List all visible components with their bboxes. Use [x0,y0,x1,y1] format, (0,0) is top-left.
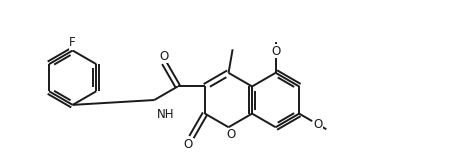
Text: O: O [226,128,235,142]
Text: F: F [69,36,76,49]
Text: O: O [159,50,168,63]
Text: NH: NH [157,108,174,121]
Text: O: O [184,138,193,151]
Text: O: O [313,118,322,131]
Text: O: O [270,45,280,58]
